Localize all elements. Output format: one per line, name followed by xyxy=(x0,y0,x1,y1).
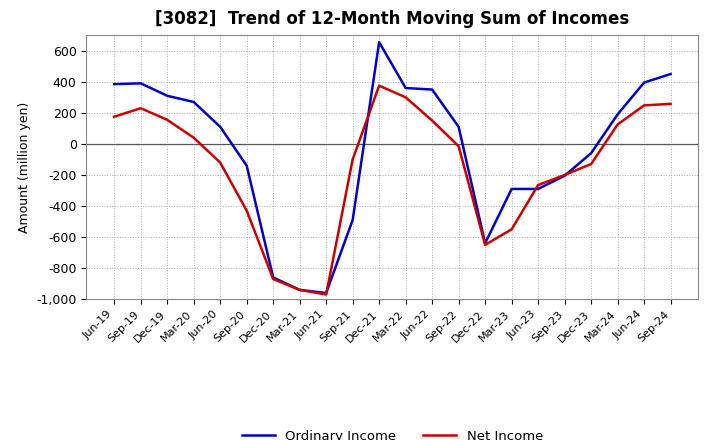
Net Income xyxy=(163,117,171,122)
Ordinary Income xyxy=(295,287,304,293)
Net Income xyxy=(216,160,225,165)
Net Income xyxy=(428,118,436,123)
Net Income xyxy=(508,227,516,232)
Ordinary Income xyxy=(163,93,171,99)
Ordinary Income xyxy=(189,99,198,105)
Net Income xyxy=(587,161,595,167)
Title: [3082]  Trend of 12-Month Moving Sum of Incomes: [3082] Trend of 12-Month Moving Sum of I… xyxy=(156,10,629,28)
Y-axis label: Amount (million yen): Amount (million yen) xyxy=(18,102,31,233)
Ordinary Income xyxy=(454,124,463,129)
Net Income xyxy=(110,114,119,119)
Ordinary Income xyxy=(666,71,675,77)
Net Income xyxy=(534,183,542,188)
Line: Net Income: Net Income xyxy=(114,86,670,294)
Ordinary Income xyxy=(348,217,357,223)
Ordinary Income xyxy=(136,81,145,86)
Net Income xyxy=(322,292,330,297)
Net Income xyxy=(481,242,490,247)
Net Income xyxy=(243,208,251,213)
Ordinary Income xyxy=(560,173,569,178)
Line: Ordinary Income: Ordinary Income xyxy=(114,42,670,293)
Ordinary Income xyxy=(269,275,277,280)
Net Income xyxy=(136,106,145,111)
Ordinary Income xyxy=(401,85,410,91)
Ordinary Income xyxy=(481,241,490,246)
Ordinary Income xyxy=(508,186,516,191)
Ordinary Income xyxy=(322,290,330,296)
Net Income xyxy=(640,103,649,108)
Ordinary Income xyxy=(534,186,542,191)
Net Income xyxy=(454,143,463,149)
Net Income xyxy=(613,122,622,127)
Net Income xyxy=(269,276,277,282)
Ordinary Income xyxy=(110,81,119,87)
Legend: Ordinary Income, Net Income: Ordinary Income, Net Income xyxy=(237,425,548,440)
Ordinary Income xyxy=(243,163,251,168)
Ordinary Income xyxy=(587,150,595,156)
Net Income xyxy=(348,157,357,162)
Ordinary Income xyxy=(428,87,436,92)
Net Income xyxy=(560,172,569,178)
Net Income xyxy=(189,135,198,140)
Ordinary Income xyxy=(613,112,622,117)
Net Income xyxy=(401,95,410,100)
Net Income xyxy=(375,83,384,88)
Net Income xyxy=(295,287,304,293)
Net Income xyxy=(666,101,675,106)
Ordinary Income xyxy=(375,40,384,45)
Ordinary Income xyxy=(216,124,225,129)
Ordinary Income xyxy=(640,80,649,85)
